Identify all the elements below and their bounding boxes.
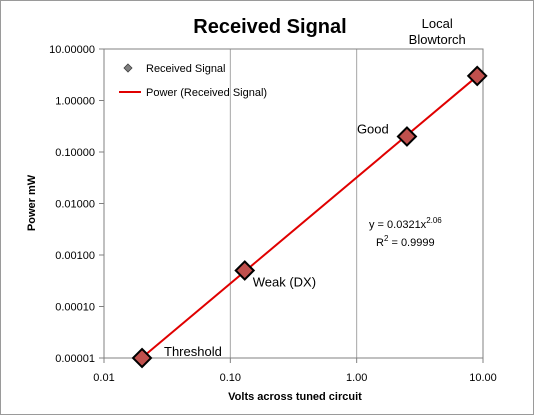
- y-tick-label: 0.01000: [55, 199, 95, 211]
- legend-label-received-signal: Received Signal: [146, 63, 226, 75]
- r-squared-value: = 0.9999: [388, 237, 434, 249]
- y-tick-label: 0.00010: [55, 302, 95, 314]
- trendline: [141, 75, 478, 359]
- point-label: Threshold: [164, 344, 222, 359]
- trendline-power: [141, 75, 478, 359]
- r-squared-sup: 2: [384, 234, 389, 243]
- data-point: [131, 347, 153, 369]
- y-tick-label: 1.00000: [55, 96, 95, 108]
- trend-equation-exponent: 2.06: [426, 216, 442, 225]
- point-label: Good: [357, 121, 389, 136]
- x-axis-title: Volts across tuned circuit: [228, 391, 362, 403]
- x-tick-label: 10.00: [469, 372, 497, 384]
- y-tick-label: 10.00000: [49, 44, 95, 56]
- y-tick-label: 0.10000: [55, 147, 95, 159]
- data-point: [234, 260, 256, 281]
- trend-equation: y = 0.0321x2.06: [369, 216, 442, 231]
- data-point: [466, 65, 488, 87]
- point-label: Weak (DX): [253, 275, 316, 290]
- r-squared-symbol: R: [376, 237, 384, 249]
- point-label: Local: [422, 16, 453, 31]
- r-squared: R2 = 0.9999: [376, 234, 435, 249]
- x-tick-label: 0.01: [93, 372, 114, 384]
- x-axis: 0.01 0.10 1.00 10.00: [93, 358, 497, 384]
- y-axis-title: Power mW: [26, 174, 38, 231]
- y-tick-label: 0.00100: [55, 250, 95, 262]
- legend-label-power: Power (Received Signal): [146, 87, 267, 99]
- x-tick-label: 1.00: [346, 372, 367, 384]
- chart-title: Received Signal: [193, 16, 346, 38]
- data-point: [396, 126, 418, 147]
- point-label: Blowtorch: [409, 32, 466, 47]
- legend: Received Signal Power (Received Signal): [119, 63, 267, 99]
- legend-marker-received-signal: [123, 63, 133, 73]
- x-tick-label: 0.10: [220, 372, 241, 384]
- y-tick-label: 0.00001: [55, 353, 95, 365]
- trend-equation-base: y = 0.0321x: [369, 219, 427, 231]
- y-axis: 0.00001 0.00010 0.00100 0.01000 0.10000 1.000…: [49, 44, 104, 365]
- data-points: [131, 65, 488, 369]
